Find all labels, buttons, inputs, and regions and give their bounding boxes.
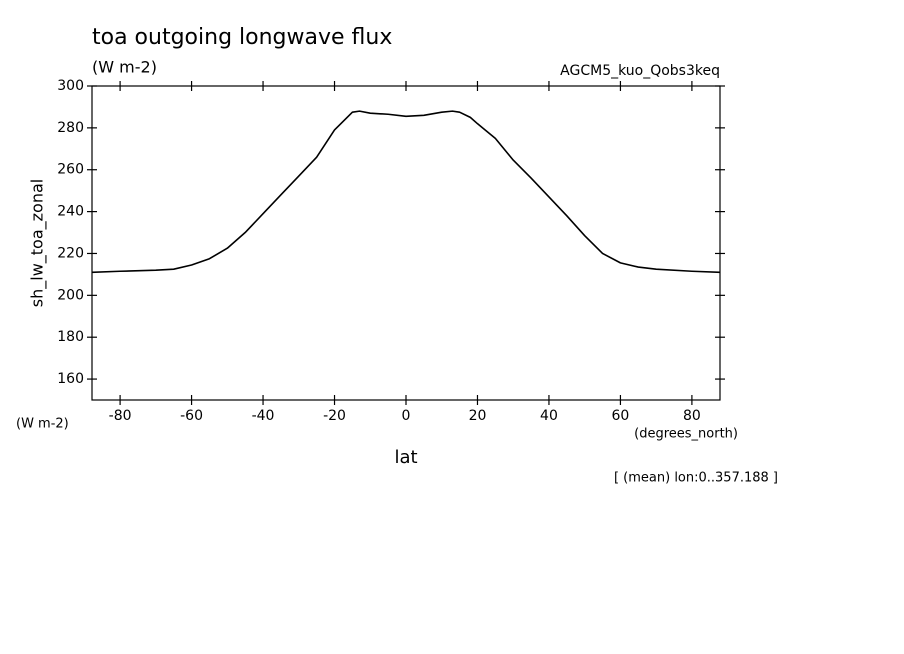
x-units: (degrees_north) <box>634 427 738 442</box>
y-axis-label: sh_lw_toa_zonal <box>28 179 48 307</box>
x-tick-label: 0 <box>402 408 411 424</box>
y-tick-label: 260 <box>57 162 84 178</box>
y-tick-label: 180 <box>57 329 84 345</box>
chart-subtitle: (W m-2) <box>92 58 157 77</box>
x-tick-label: -40 <box>252 408 275 424</box>
y-tick-label: 300 <box>57 78 84 94</box>
note: [ (mean) lon:0..357.188 ] <box>614 471 778 486</box>
x-tick-label: 40 <box>540 408 558 424</box>
dataset-label: AGCM5_kuo_Qobs3keq <box>560 63 720 79</box>
y-tick-label: 200 <box>57 287 84 303</box>
x-axis-label: lat <box>394 447 417 468</box>
x-tick-label: 20 <box>469 408 487 424</box>
y-tick-label: 280 <box>57 120 84 136</box>
x-tick-label: -20 <box>323 408 346 424</box>
y-tick-label: 240 <box>57 204 84 220</box>
x-tick-label: -80 <box>109 408 132 424</box>
x-tick-label: 80 <box>683 408 701 424</box>
data-line <box>91 110 721 274</box>
y-units: (W m-2) <box>16 417 69 432</box>
x-tick-label: 60 <box>612 408 630 424</box>
y-tick-label: 220 <box>57 245 84 261</box>
plot-frame <box>91 85 721 401</box>
chart-title: toa outgoing longwave flux <box>92 25 392 50</box>
x-tick-label: -60 <box>180 408 203 424</box>
y-tick-label: 160 <box>57 371 84 387</box>
